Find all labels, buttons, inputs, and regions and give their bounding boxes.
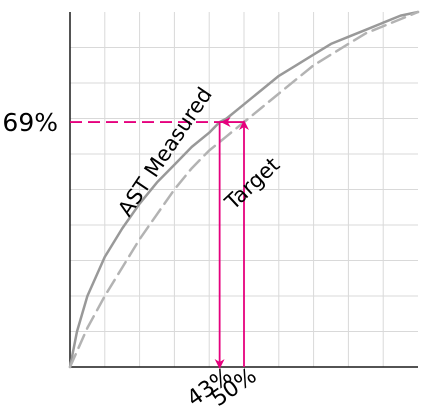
y-value-label: 69% (2, 108, 58, 137)
labels: 69%43%50%AST Measured Target (2, 83, 284, 412)
annotations (70, 117, 249, 369)
ast-measured-series-label: AST Measured (113, 83, 217, 221)
target-series-label: Target (220, 153, 285, 216)
